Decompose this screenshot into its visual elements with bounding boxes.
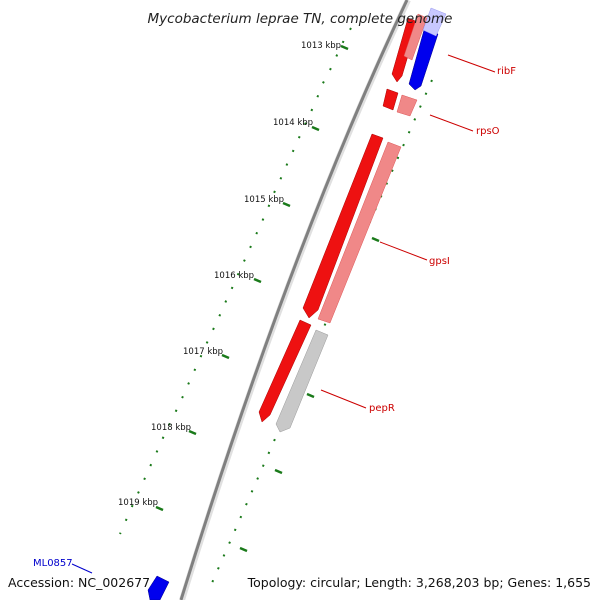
inner-tick-track [119,27,352,535]
tick-mark-1019 [155,505,164,512]
tick-label-1014: 1014 kbp [273,118,313,128]
tick-label-1015: 1015 kbp [244,195,284,205]
map-title: Mycobacterium leprae TN, complete genome [148,11,453,27]
outer-tick-major [274,468,283,475]
gene-feature[interactable] [403,13,428,61]
tick-mark-1016 [253,277,262,284]
backbone [179,0,409,600]
tick-mark-1018 [188,429,197,436]
gene-feature[interactable] [396,94,418,117]
tick-label-1018: 1018 kbp [151,423,191,433]
leader-ribF [447,54,496,73]
gene-label-gpsI[interactable]: gpsI [429,256,450,267]
forward-genes [258,13,428,423]
grey-feature[interactable] [275,329,329,433]
tick-mark-1013 [340,44,349,51]
leader-rpsO [429,114,474,132]
tick-mark-1017 [221,353,230,360]
outer-tick-major [239,546,248,553]
tick-mark-1015 [282,201,291,208]
gene-label-ML0857[interactable]: ML0857 [33,558,73,569]
genome-summary-text: Topology: circular; Length: 3,268,203 bp… [247,575,591,590]
gene-feature[interactable] [302,133,384,319]
outer-tick-major [371,236,380,243]
tick-mark-1014 [311,125,320,132]
accession-text: Accession: NC_002677 [8,575,150,590]
gene-feature[interactable] [147,575,170,600]
tick-label-1017: 1017 kbp [183,347,223,357]
tick-label-1013: 1013 kbp [301,41,341,51]
gene-feature[interactable] [422,7,447,37]
gene-feature[interactable] [258,319,312,423]
tick-label-1016: 1016 kbp [214,271,254,281]
gene-feature[interactable] [382,88,399,111]
gene-label-ribF[interactable]: ribF [497,66,516,77]
outer-tick-major [306,392,315,399]
leader-ML0857 [71,563,93,574]
tick-label-1019: 1019 kbp [118,498,158,508]
leader-gpsI [379,241,428,261]
backbone-shadow [179,0,411,600]
leader-pepR [320,389,367,409]
gene-label-rpsO[interactable]: rpsO [476,126,500,137]
gene-feature[interactable] [317,141,402,324]
gene-label-pepR[interactable]: pepR [369,403,395,414]
